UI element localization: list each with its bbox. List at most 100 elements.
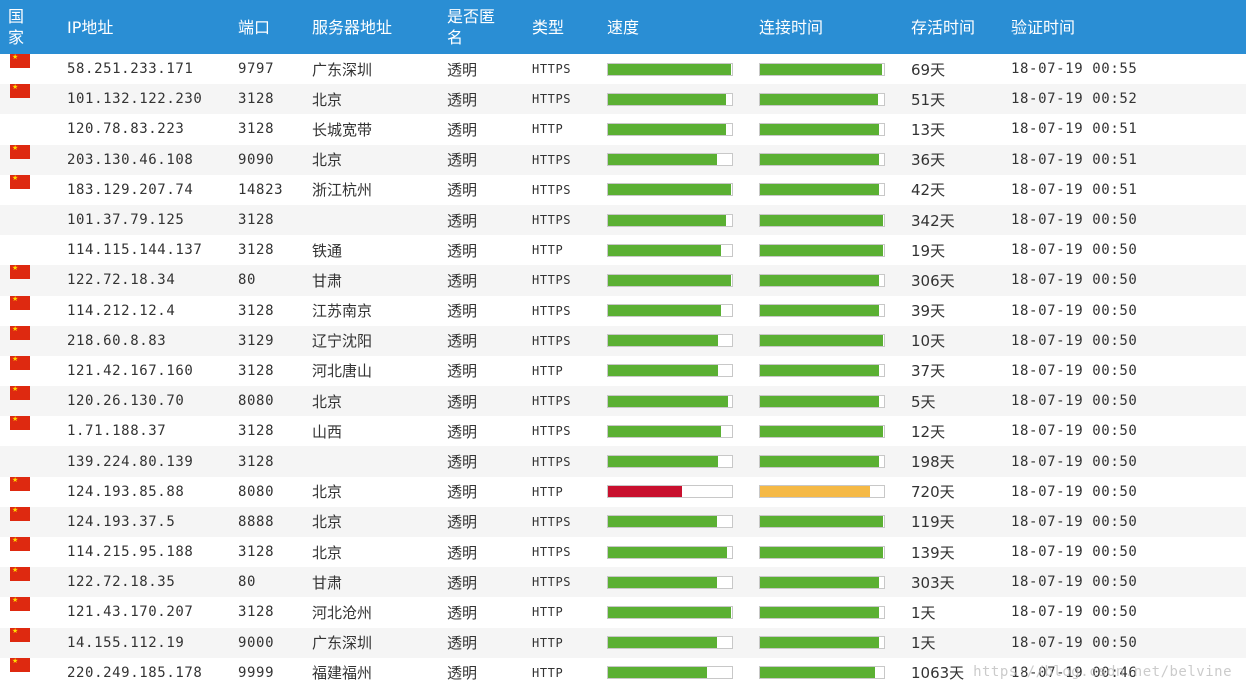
server-location: 北京 — [312, 483, 343, 502]
speed-cell — [599, 235, 751, 265]
header-anonymity[interactable]: 是否匿名 — [447, 7, 496, 47]
port: 3128 — [238, 453, 275, 470]
connect-time-cell — [751, 416, 903, 446]
header-type[interactable]: 类型 — [532, 17, 565, 37]
protocol-type: HTTPS — [532, 545, 572, 560]
connect-time-bar-fill — [760, 93, 878, 105]
connect-time-bar-fill — [760, 637, 880, 649]
speed-cell — [599, 175, 751, 205]
country-cell — [0, 386, 59, 416]
connect-time-bar — [759, 92, 885, 106]
alive-time: 37天 — [911, 362, 946, 381]
alive-time: 1天 — [911, 603, 936, 622]
alive-time: 10天 — [911, 332, 946, 351]
header-port[interactable]: 端口 — [238, 17, 271, 37]
port: 3128 — [238, 242, 275, 259]
connect-time-bar-fill — [760, 546, 883, 558]
table-row: 1.71.188.37 3128 山西 透明 HTTPS 12天 18-07-19 00:5… — [0, 416, 1246, 446]
header-ip[interactable]: IP地址 — [67, 17, 114, 37]
protocol-type: HTTPS — [532, 62, 572, 77]
server-location: 北京 — [312, 543, 343, 562]
alive-time: 139天 — [911, 543, 955, 562]
connect-time-bar-fill — [760, 486, 871, 498]
speed-bar-fill — [608, 274, 731, 286]
anonymity: 透明 — [447, 332, 478, 351]
connect-time-cell — [751, 628, 903, 658]
anonymity: 透明 — [447, 603, 478, 622]
ip-address: 124.193.85.88 — [67, 483, 185, 500]
country-cell — [0, 265, 59, 295]
anonymity: 透明 — [447, 120, 478, 139]
header-connect-time[interactable]: 连接时间 — [759, 17, 824, 37]
anonymity: 透明 — [447, 664, 478, 683]
connect-time-cell — [751, 658, 903, 688]
header-verify-time[interactable]: 验证时间 — [1011, 17, 1076, 37]
port: 8888 — [238, 513, 275, 530]
server-location: 甘肃 — [312, 271, 343, 290]
china-flag-icon — [10, 355, 30, 370]
verify-time: 18-07-19 00:50 — [1011, 423, 1138, 440]
speed-bar — [607, 273, 733, 287]
ip-address: 120.26.130.70 — [67, 393, 185, 410]
anonymity: 透明 — [447, 211, 478, 230]
table-row: 139.224.80.139 3128 透明 HTTPS 198天 18-07-19 00… — [0, 446, 1246, 477]
port: 3128 — [238, 212, 275, 229]
table-row: 124.193.85.88 8080 北京 透明 HTTP 720天 18-07-19 00… — [0, 476, 1246, 507]
verify-time: 18-07-19 00:50 — [1011, 332, 1138, 349]
connect-time-bar-fill — [760, 274, 880, 286]
server-location: 广东深圳 — [312, 634, 373, 653]
table-row: 203.130.46.108 9090 北京 透明 HTTPS 36天 18-07-19 0… — [0, 144, 1246, 175]
table-row: 114.212.12.4 3128 江苏南京 透明 HTTPS 39天 18-07-19 0… — [0, 295, 1246, 326]
server-location: 长城宽带 — [312, 120, 373, 139]
connect-time-cell — [751, 386, 903, 416]
connect-time-bar-fill — [760, 244, 883, 256]
table-row: 122.72.18.35 80 甘肃 透明 HTTPS 303天 18-07-19 00:5… — [0, 567, 1246, 598]
ip-address: 121.43.170.207 — [67, 604, 194, 621]
anonymity: 透明 — [447, 392, 478, 411]
verify-time: 18-07-19 00:55 — [1011, 61, 1138, 78]
speed-bar-fill — [608, 637, 718, 649]
header-location[interactable]: 服务器地址 — [312, 17, 393, 37]
country-cell — [0, 657, 59, 688]
verify-time: 18-07-19 00:46 — [1011, 664, 1138, 681]
header-alive-time[interactable]: 存活时间 — [911, 17, 976, 37]
table-header-row: 国家 IP地址 端口 服务器地址 是否匿名 类型 速度 连接时间 存活时间 验证… — [0, 0, 1246, 54]
connect-time-bar — [759, 213, 885, 227]
speed-cell — [599, 114, 751, 144]
alive-time: 39天 — [911, 302, 946, 321]
server-location: 北京 — [312, 151, 343, 170]
ip-address: 58.251.233.171 — [67, 61, 194, 78]
connect-time-cell — [751, 567, 903, 597]
speed-bar — [607, 334, 733, 348]
country-cell — [0, 355, 59, 386]
anonymity: 透明 — [447, 151, 478, 170]
country-cell — [0, 174, 59, 205]
port: 9090 — [238, 151, 275, 168]
server-location: 浙江杭州 — [312, 181, 373, 200]
anonymity: 透明 — [447, 453, 478, 472]
connect-time-bar — [759, 575, 885, 589]
country-cell — [0, 54, 59, 84]
connect-time-cell — [751, 296, 903, 326]
speed-bar — [607, 243, 733, 257]
speed-bar — [607, 213, 733, 227]
china-flag-icon — [10, 295, 30, 310]
country-cell — [0, 627, 59, 658]
speed-bar — [607, 183, 733, 197]
china-flag-icon — [10, 386, 30, 401]
protocol-type: HTTP — [532, 363, 564, 378]
connect-time-bar-fill — [760, 667, 876, 679]
connect-time-bar — [759, 485, 885, 499]
speed-bar-fill — [608, 335, 719, 347]
header-country[interactable]: 国家 — [8, 7, 25, 47]
verify-time: 18-07-19 00:50 — [1011, 513, 1138, 530]
protocol-type: HTTPS — [532, 394, 572, 409]
connect-time-cell — [751, 265, 903, 295]
connect-time-bar-fill — [760, 335, 883, 347]
connect-time-bar — [759, 455, 885, 469]
country-cell — [0, 205, 59, 235]
anonymity: 透明 — [447, 573, 478, 592]
header-speed[interactable]: 速度 — [607, 17, 640, 37]
speed-bar — [607, 394, 733, 408]
connect-time-cell — [751, 356, 903, 386]
